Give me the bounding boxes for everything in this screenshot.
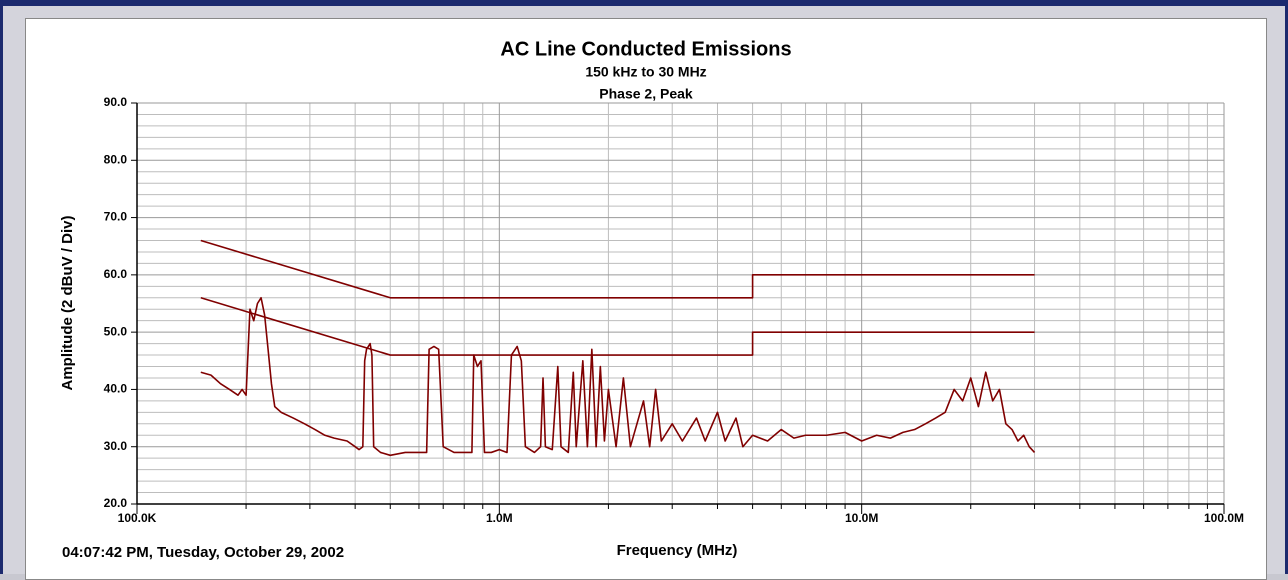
y-tick-label: 50.0: [104, 324, 128, 338]
y-tick-label: 70.0: [104, 210, 128, 224]
x-tick-label: 1.0M: [486, 511, 513, 525]
y-tick-label: 60.0: [104, 267, 128, 281]
y-tick-label: 30.0: [104, 439, 128, 453]
x-tick-label: 100.0M: [1204, 511, 1244, 525]
y-tick-label: 90.0: [104, 95, 128, 109]
chart-subtitle: 150 kHz to 30 MHz: [585, 64, 706, 80]
x-tick-label: 100.0K: [118, 511, 157, 525]
x-axis-label: Frequency (MHz): [617, 542, 738, 559]
y-tick-label: 80.0: [104, 152, 128, 166]
chart-title: AC Line Conducted Emissions: [500, 38, 791, 60]
y-tick-label: 20.0: [104, 496, 128, 510]
series-line: [200, 297, 1035, 356]
timestamp: 04:07:42 PM, Tuesday, October 29, 2002: [62, 544, 344, 561]
chart-subtitle: Phase 2, Peak: [599, 86, 693, 102]
chart-panel: [25, 18, 1267, 580]
series-line: [200, 296, 1036, 457]
series-line: [200, 239, 1035, 299]
x-tick-label: 10.0M: [845, 511, 878, 525]
y-tick-label: 40.0: [104, 382, 128, 396]
y-axis-label: Amplitude (2 dBuV / Div): [59, 215, 76, 390]
